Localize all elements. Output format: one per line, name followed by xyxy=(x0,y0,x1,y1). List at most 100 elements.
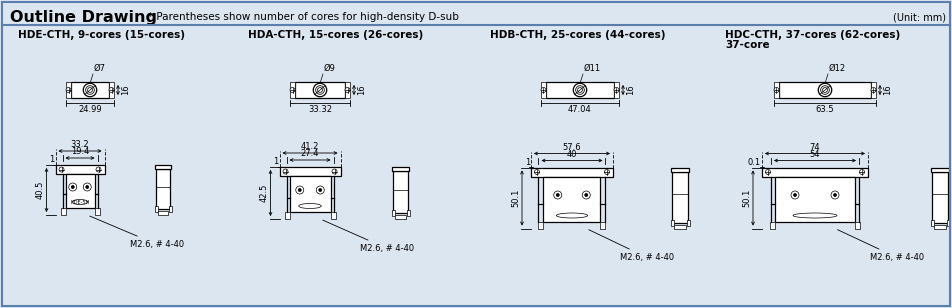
Text: 63.5: 63.5 xyxy=(816,105,834,114)
Bar xyxy=(932,172,948,222)
Text: M2.6, # 4-40: M2.6, # 4-40 xyxy=(588,230,674,262)
Bar xyxy=(674,225,686,229)
Text: 40.5: 40.5 xyxy=(35,181,45,199)
Text: 50.1: 50.1 xyxy=(511,189,520,207)
Bar xyxy=(66,174,94,208)
Circle shape xyxy=(283,169,288,174)
Circle shape xyxy=(71,185,74,188)
Circle shape xyxy=(296,186,304,194)
Ellipse shape xyxy=(793,213,837,218)
Circle shape xyxy=(316,186,325,194)
Circle shape xyxy=(88,88,92,92)
Bar xyxy=(290,82,295,98)
Bar xyxy=(947,220,950,225)
Text: 57.6: 57.6 xyxy=(563,143,582,152)
Circle shape xyxy=(765,169,770,175)
Text: 47.04: 47.04 xyxy=(568,105,592,114)
Bar xyxy=(775,176,855,221)
Bar xyxy=(289,176,330,212)
Circle shape xyxy=(96,167,101,172)
Circle shape xyxy=(83,83,97,97)
Bar xyxy=(109,82,114,98)
Circle shape xyxy=(578,88,583,92)
Circle shape xyxy=(541,87,546,92)
Bar xyxy=(601,221,605,229)
Circle shape xyxy=(576,86,585,94)
Text: HDE-5H: HDE-5H xyxy=(70,200,89,205)
Text: M2.6, # 4-40: M2.6, # 4-40 xyxy=(323,220,414,253)
Text: 42.5: 42.5 xyxy=(260,184,268,202)
Bar xyxy=(392,171,407,213)
Bar xyxy=(285,212,289,219)
Bar xyxy=(931,168,949,172)
Text: Ø11: Ø11 xyxy=(584,64,601,73)
Circle shape xyxy=(313,83,327,97)
Text: 27.4: 27.4 xyxy=(301,149,319,158)
Text: 19.4: 19.4 xyxy=(70,147,89,156)
Bar xyxy=(671,220,674,225)
Circle shape xyxy=(86,86,94,94)
Circle shape xyxy=(791,191,799,199)
Bar xyxy=(671,168,689,172)
Circle shape xyxy=(585,193,587,197)
Text: HDC-CTH, 37-cores (62-cores): HDC-CTH, 37-cores (62-cores) xyxy=(725,30,901,40)
Bar xyxy=(71,82,109,98)
Bar xyxy=(330,212,335,219)
Circle shape xyxy=(834,193,837,197)
Bar xyxy=(544,176,601,221)
Bar xyxy=(934,225,946,229)
Bar xyxy=(155,206,158,212)
Text: HDA-CTH, 15-cores (26-cores): HDA-CTH, 15-cores (26-cores) xyxy=(248,30,424,40)
Bar xyxy=(295,82,345,98)
Circle shape xyxy=(86,185,89,188)
Bar xyxy=(156,169,170,209)
Text: M2.6, # 4-40: M2.6, # 4-40 xyxy=(838,230,924,262)
Ellipse shape xyxy=(72,200,88,205)
Circle shape xyxy=(319,188,322,192)
Circle shape xyxy=(332,169,337,174)
Text: * Parentheses show number of cores for high-density D-sub: * Parentheses show number of cores for h… xyxy=(148,12,459,22)
Circle shape xyxy=(59,167,64,172)
Bar xyxy=(855,221,860,229)
Circle shape xyxy=(821,86,829,94)
Text: 33.32: 33.32 xyxy=(308,105,332,114)
Circle shape xyxy=(290,87,295,92)
Circle shape xyxy=(534,169,540,175)
Circle shape xyxy=(831,191,839,199)
Circle shape xyxy=(66,87,71,92)
Bar xyxy=(531,168,613,176)
Bar xyxy=(614,82,619,98)
Text: 1: 1 xyxy=(525,157,530,167)
Bar xyxy=(280,167,341,176)
Text: 0.1: 0.1 xyxy=(748,157,761,167)
Text: 41.2: 41.2 xyxy=(301,142,319,151)
Text: 37-core: 37-core xyxy=(725,40,769,50)
Ellipse shape xyxy=(556,213,587,218)
Circle shape xyxy=(298,188,301,192)
Bar xyxy=(672,172,688,222)
Bar xyxy=(61,208,66,215)
Text: M2.6, # 4-40: M2.6, # 4-40 xyxy=(89,216,184,249)
Bar xyxy=(762,168,868,176)
Bar xyxy=(407,210,409,216)
Bar xyxy=(774,82,779,98)
Text: 40: 40 xyxy=(566,149,577,159)
Circle shape xyxy=(819,83,832,97)
Text: Ø12: Ø12 xyxy=(829,64,846,73)
Bar xyxy=(871,82,876,98)
Bar xyxy=(770,221,775,229)
Bar xyxy=(539,221,544,229)
Text: 1: 1 xyxy=(50,155,54,164)
Bar xyxy=(158,211,168,215)
Circle shape xyxy=(860,169,864,175)
Text: Ø7: Ø7 xyxy=(94,64,106,73)
Bar xyxy=(155,165,171,169)
Bar xyxy=(55,165,105,174)
Circle shape xyxy=(318,88,323,92)
Text: 54: 54 xyxy=(810,149,821,159)
Circle shape xyxy=(605,169,609,175)
Text: 74: 74 xyxy=(810,143,821,152)
Text: HDB-CTH, 25-cores (44-cores): HDB-CTH, 25-cores (44-cores) xyxy=(490,30,665,40)
Ellipse shape xyxy=(299,204,321,209)
Circle shape xyxy=(871,87,876,92)
